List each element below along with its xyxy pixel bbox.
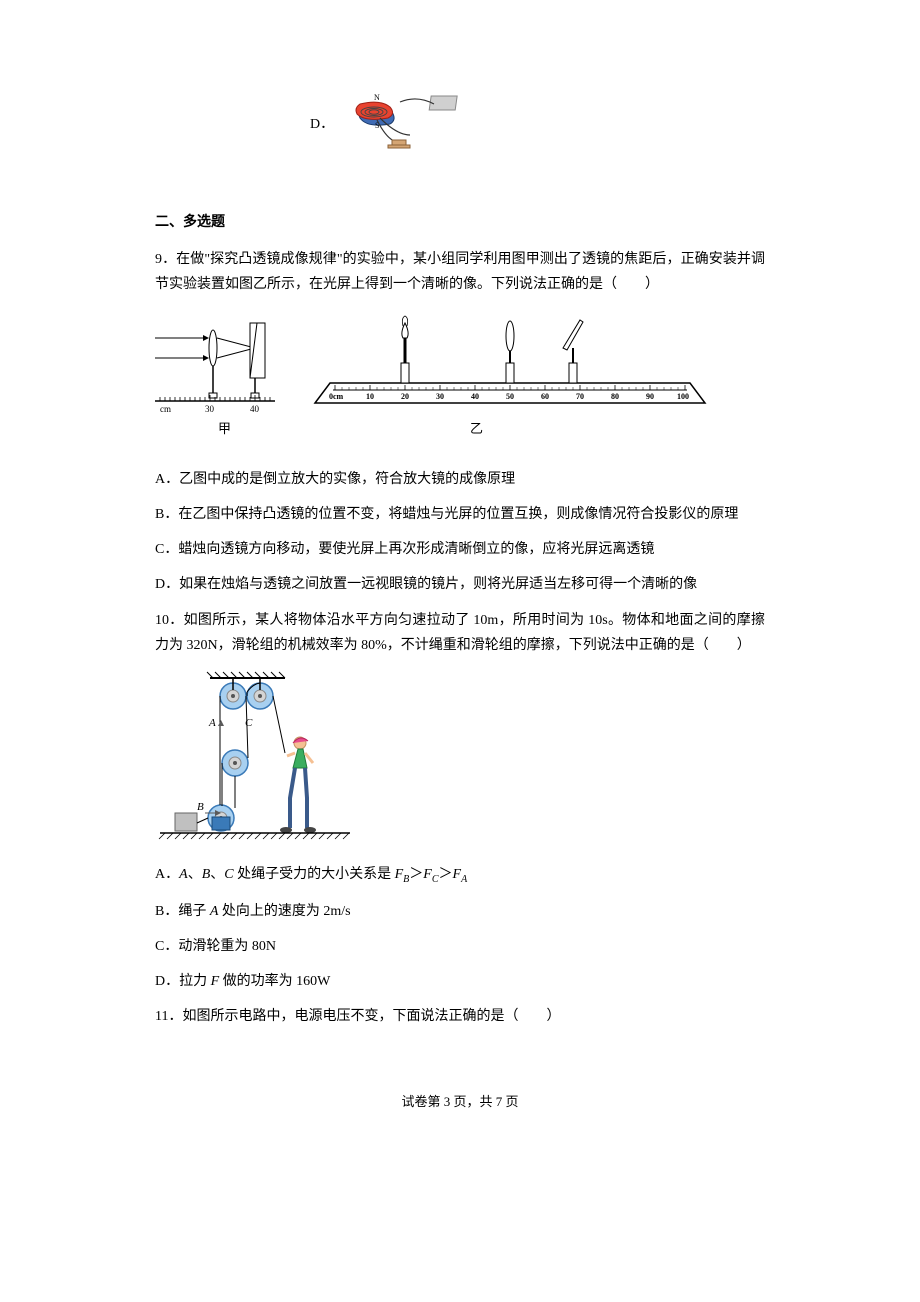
svg-text:0cm: 0cm bbox=[329, 392, 344, 401]
svg-text:cm: cm bbox=[160, 404, 171, 414]
magnet-diagram: N S bbox=[342, 90, 462, 160]
person bbox=[280, 737, 316, 833]
page-footer: 试卷第 3 页，共 7 页 bbox=[155, 1090, 765, 1113]
svg-text:20: 20 bbox=[401, 392, 409, 401]
q9-figure: cm 30 40 甲 bbox=[155, 308, 765, 457]
q10-d-pre: D．拉力 bbox=[155, 974, 211, 989]
svg-text:60: 60 bbox=[541, 392, 549, 401]
q10-figure: A C B bbox=[155, 668, 765, 852]
section-2-heading: 二、多选题 bbox=[155, 210, 765, 235]
svg-text:乙: 乙 bbox=[470, 421, 483, 436]
svg-text:A: A bbox=[208, 717, 216, 729]
q10-d-post: 做的功率为 160W bbox=[219, 974, 330, 989]
svg-text:40: 40 bbox=[471, 392, 479, 401]
q9-option-b: B．在乙图中保持凸透镜的位置不变，将蜡烛与光屏的位置互换，则成像情况符合投影仪的… bbox=[155, 502, 765, 527]
q10-a-gt1: ＞ bbox=[409, 867, 423, 882]
svg-text:80: 80 bbox=[611, 392, 619, 401]
q10-option-a: A．A、B、C 处绳子受力的大小关系是 FB＞FC＞FA bbox=[155, 862, 765, 889]
svg-text:70: 70 bbox=[576, 392, 584, 401]
q10-a-mid: 处绳子受力的大小关系是 bbox=[234, 867, 395, 882]
svg-text:10: 10 bbox=[366, 392, 374, 401]
q10-option-b: B．绳子 A 处向上的速度为 2m/s bbox=[155, 899, 765, 924]
q10-a-gt2: ＞ bbox=[439, 867, 453, 882]
svg-text:100: 100 bbox=[677, 392, 689, 401]
q9-option-d: D．如果在烛焰与透镜之间放置一远视眼镜的镜片，则将光屏适当左移可得一个清晰的像 bbox=[155, 572, 765, 597]
svg-text:N: N bbox=[374, 93, 380, 102]
svg-text:30: 30 bbox=[436, 392, 444, 401]
q10-a-sep1: 、 bbox=[188, 867, 202, 882]
q9-option-a: A．乙图中成的是倒立放大的实像，符合放大镜的成像原理 bbox=[155, 467, 765, 492]
svg-text:50: 50 bbox=[506, 392, 514, 401]
q10-option-d: D．拉力 F 做的功率为 160W bbox=[155, 969, 765, 994]
q10-option-c: C．动滑轮重为 80N bbox=[155, 934, 765, 959]
svg-text:40: 40 bbox=[250, 404, 260, 414]
svg-text:B: B bbox=[197, 801, 204, 813]
option-d-container: D． N S bbox=[155, 90, 765, 160]
q10-a-pre: A． bbox=[155, 867, 179, 882]
figure-yi: 0cm 10 20 30 40 50 60 70 80 90 100 乙 bbox=[315, 316, 705, 436]
svg-text:甲: 甲 bbox=[218, 421, 231, 436]
svg-text:C: C bbox=[245, 717, 253, 729]
q11-intro: 11．如图所示电路中，电源电压不变，下面说法正确的是（ ） bbox=[155, 1004, 765, 1029]
svg-text:90: 90 bbox=[646, 392, 654, 401]
q9-option-c: C．蜡烛向透镜方向移动，要使光屏上再次形成清晰倒立的像，应将光屏远离透镜 bbox=[155, 537, 765, 562]
figure-jia: cm 30 40 甲 bbox=[155, 323, 275, 436]
q10-intro: 10．如图所示，某人将物体沿水平方向匀速拉动了 10m，所用时间为 10s。物体… bbox=[155, 608, 765, 658]
q10-a-sep2: 、 bbox=[210, 867, 224, 882]
option-d-label: D． bbox=[310, 112, 334, 137]
svg-text:30: 30 bbox=[205, 404, 215, 414]
q9-intro: 9．在做"探究凸透镜成像规律"的实验中，某小组同学利用图甲测出了透镜的焦距后，正… bbox=[155, 247, 765, 297]
